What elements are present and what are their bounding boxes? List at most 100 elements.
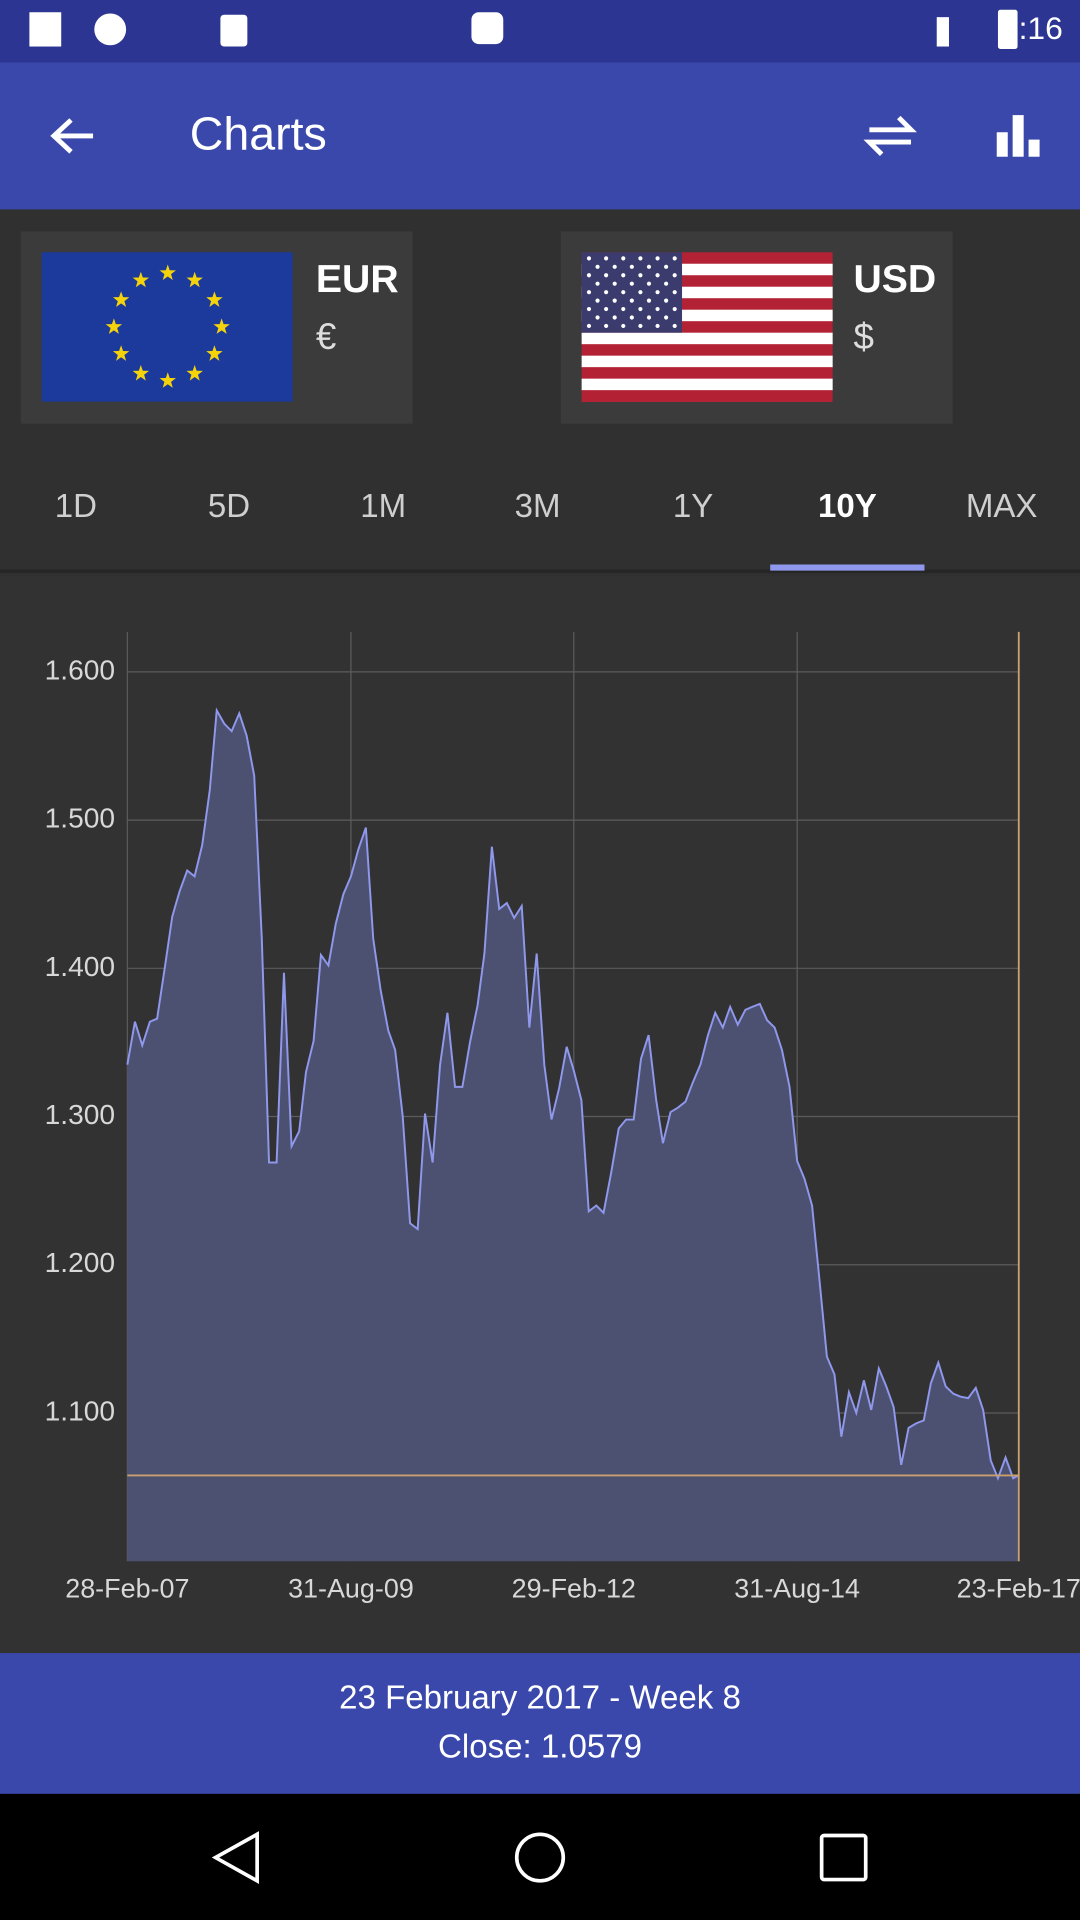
nav-home[interactable] [514, 1832, 566, 1883]
flag-stripe [581, 275, 833, 288]
flag-star [655, 290, 660, 295]
flag-star [612, 281, 617, 286]
flag-star [638, 290, 643, 295]
status-icon [471, 12, 504, 45]
period-tab[interactable]: MAX [966, 488, 1038, 525]
status-icon [220, 14, 248, 47]
flag-star [112, 291, 130, 307]
flag-star [595, 264, 600, 269]
currency-symbol: $ [853, 316, 873, 357]
flag-star [621, 306, 626, 312]
flag-stripe [581, 367, 833, 380]
us-flag [581, 252, 833, 402]
tab-shadow [0, 569, 1080, 574]
area-fill [127, 710, 1019, 1562]
flag-star [604, 323, 609, 329]
flag-star [655, 273, 660, 278]
flag-star [621, 273, 626, 278]
flag-star [646, 315, 652, 320]
chart-button[interactable] [996, 115, 1040, 157]
currency-code: USD [853, 258, 936, 301]
nav-back[interactable] [211, 1831, 259, 1884]
flag-stripe [581, 252, 833, 265]
period-tab[interactable]: 1Y [673, 488, 713, 525]
chart: 1.600 1.500 1.400 1.300 1.200 1.100 28-Feb-07 3… [45, 631, 1080, 1604]
flag-star [586, 290, 592, 295]
flag-star [629, 281, 634, 286]
flag-star [646, 281, 652, 286]
flag-stripe [581, 286, 833, 299]
flag-stripe [581, 309, 833, 322]
flag-star [621, 290, 626, 295]
y-tick-label: 1.300 [45, 1099, 115, 1130]
y-tick-label: 1.500 [45, 803, 115, 834]
currency-code: EUR [316, 258, 399, 301]
info-bar [0, 1653, 1080, 1794]
flag-star [213, 318, 230, 334]
flag-star [629, 264, 634, 269]
y-tick-label: 1.400 [45, 951, 115, 982]
flag-star [586, 306, 592, 312]
flag-stripe [581, 355, 833, 368]
y-tick-label: 1.600 [45, 654, 115, 685]
flag-star [186, 365, 203, 381]
flag-star [629, 315, 634, 320]
app-title: Charts [190, 107, 327, 159]
flag-stripe [581, 332, 833, 345]
nav-recents[interactable] [819, 1833, 868, 1882]
flag-star [604, 273, 609, 278]
flag-star [112, 345, 130, 361]
tab-indicator [770, 564, 925, 571]
status-icon [29, 12, 62, 47]
period-tab[interactable]: 1D [55, 488, 97, 525]
period-tab[interactable]: 10Y [818, 488, 877, 525]
flag-star [206, 291, 223, 307]
back-button[interactable] [50, 118, 94, 154]
flag-stripe [581, 298, 833, 311]
flag-star [595, 315, 600, 320]
x-tick-label: 29-Feb-12 [512, 1574, 636, 1604]
info-date: 23 February 2017 - Week 8 [339, 1679, 741, 1716]
flag-star [604, 290, 609, 295]
flag-star [664, 298, 669, 303]
flag-star [655, 306, 660, 312]
status-bar [0, 0, 1080, 63]
flag-star [586, 323, 592, 329]
status-icon [94, 13, 127, 46]
nav-bar [0, 1793, 1080, 1920]
period-tab[interactable]: 3M [515, 488, 561, 525]
flag-star [132, 271, 150, 288]
flag-star [646, 264, 652, 269]
flag-star [586, 273, 592, 278]
period-tab[interactable]: 1M [360, 488, 406, 525]
flag-star [595, 298, 600, 303]
swap-button[interactable] [863, 115, 917, 157]
flag-star [672, 273, 677, 278]
flag-star [586, 256, 592, 261]
flag-star [646, 298, 652, 303]
flag-star [664, 264, 669, 269]
x-tick-label: 31-Aug-09 [288, 1574, 414, 1604]
flag-star [159, 372, 176, 388]
price-line [126, 707, 1020, 1481]
flag-star [638, 256, 643, 261]
x-tick-label: 31-Aug-14 [734, 1574, 860, 1604]
flag-star [672, 256, 677, 261]
app-bar [0, 62, 1080, 210]
currency-symbol: € [316, 316, 336, 357]
flag-star [612, 264, 617, 269]
flag-star [612, 298, 617, 303]
flag-star [186, 271, 203, 288]
battery-icon [997, 9, 1018, 49]
flag-star [672, 290, 677, 295]
flag-star [638, 323, 643, 329]
x-tick-label: 23-Feb-17 [957, 1574, 1080, 1604]
flag-star [132, 365, 150, 381]
flag-star [595, 281, 600, 286]
flag-stripe [581, 378, 833, 391]
flag-star [604, 256, 609, 261]
flag-star [159, 264, 176, 281]
period-tab[interactable]: 5D [208, 488, 250, 525]
